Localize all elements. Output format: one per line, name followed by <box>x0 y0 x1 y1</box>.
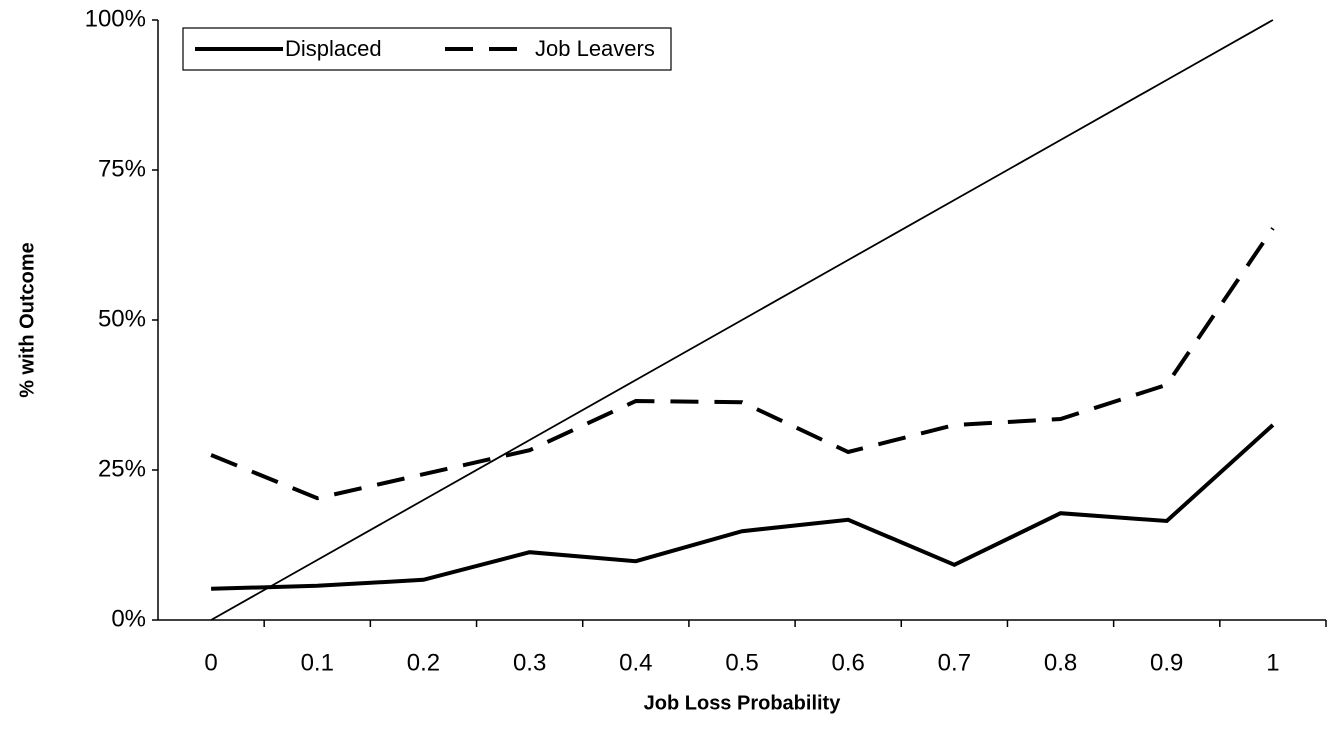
y-tick-label: 25% <box>98 455 146 482</box>
x-tick-label: 0.5 <box>725 649 758 676</box>
legend-label: Displaced <box>285 36 382 61</box>
y-tick-label: 100% <box>85 5 146 32</box>
x-tick-label: 0.3 <box>513 649 546 676</box>
x-tick-label: 0.7 <box>938 649 971 676</box>
x-tick-label: 0.9 <box>1150 649 1183 676</box>
x-tick-label: 1 <box>1266 649 1279 676</box>
y-axis-label: % with Outcome <box>16 242 38 398</box>
y-tick-label: 75% <box>98 155 146 182</box>
x-tick-label: 0.4 <box>619 649 652 676</box>
x-tick-label: 0.1 <box>301 649 334 676</box>
legend-label: Job Leavers <box>535 36 655 61</box>
series-line <box>210 19 1274 621</box>
series-line <box>211 423 1275 591</box>
y-tick-label: 50% <box>98 305 146 332</box>
x-tick-label: 0 <box>204 649 217 676</box>
x-axis-label: Job Loss Probability <box>644 692 842 714</box>
x-tick-label: 0.8 <box>1044 649 1077 676</box>
x-tick-label: 0.2 <box>407 649 440 676</box>
series-line <box>210 227 1275 501</box>
y-tick-label: 0% <box>111 605 146 632</box>
x-tick-label: 0.6 <box>831 649 864 676</box>
